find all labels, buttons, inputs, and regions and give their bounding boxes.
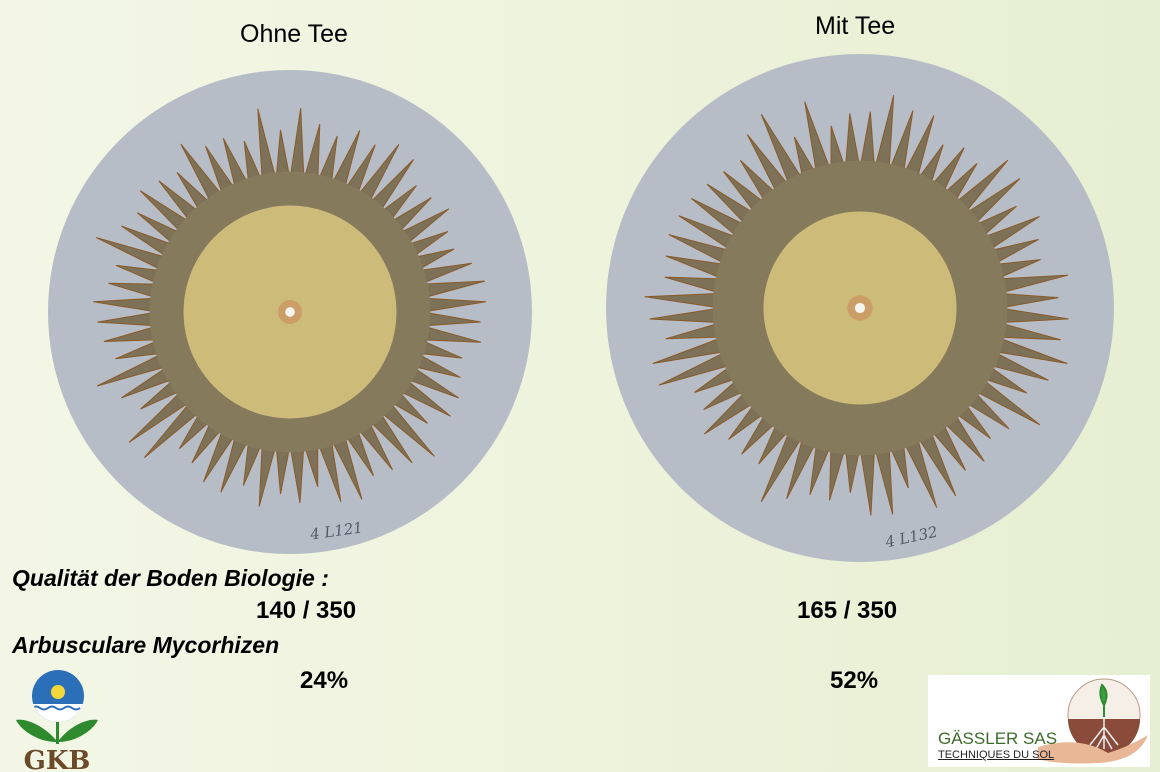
center-hole bbox=[854, 302, 866, 314]
right-mycorrhiza: 52% bbox=[830, 667, 879, 694]
chromatogram-mit-tee bbox=[606, 54, 1114, 562]
gkb-logo: GKB bbox=[16, 670, 98, 772]
center-hole bbox=[285, 307, 295, 317]
quality-label: Qualität der Boden Biologie : bbox=[12, 565, 329, 591]
gassler-subtitle: TECHNIQUES DU SOL bbox=[938, 749, 1055, 761]
left-title: Ohne Tee bbox=[240, 20, 348, 48]
mycorrhiza-label: Arbusculare Mycorhizen bbox=[12, 632, 280, 658]
chromatogram-ohne-tee bbox=[48, 70, 532, 554]
gkb-logo-text: GKB bbox=[24, 746, 91, 772]
left-mycorrhiza: 24% bbox=[300, 667, 349, 694]
gassler-name: GÄSSLER SAS bbox=[938, 729, 1058, 748]
right-title: Mit Tee bbox=[815, 12, 896, 40]
left-score: 140 / 350 bbox=[256, 597, 357, 624]
right-score: 165 / 350 bbox=[797, 597, 898, 624]
hand-soil-icon bbox=[1038, 678, 1148, 764]
gassler-logo: GÄSSLER SAS TECHNIQUES DU SOL bbox=[928, 675, 1150, 767]
